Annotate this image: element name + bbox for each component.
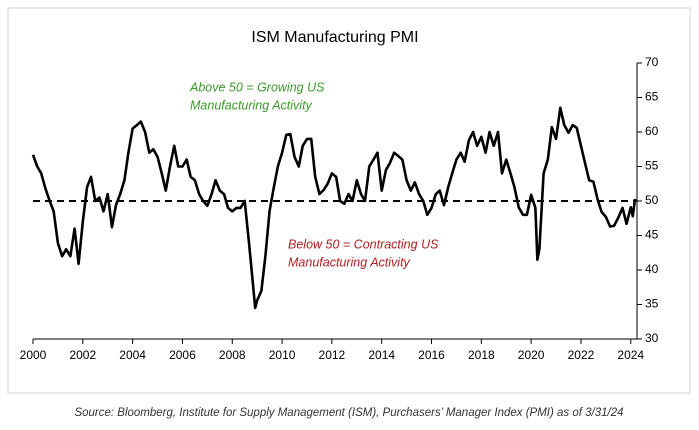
x-tick-label: 2002 xyxy=(69,348,96,362)
x-tick-label: 2008 xyxy=(219,348,246,362)
y-tick-label: 40 xyxy=(645,262,659,276)
x-tick-label: 2018 xyxy=(468,348,495,362)
x-tick-label: 2004 xyxy=(119,348,146,362)
source-note: Source: Bloomberg, Institute for Supply … xyxy=(74,407,623,419)
y-tick-label: 60 xyxy=(645,124,659,138)
x-tick-label: 2022 xyxy=(568,348,595,362)
y-tick-label: 70 xyxy=(645,55,659,69)
chart-title: ISM Manufacturing PMI xyxy=(251,29,418,46)
chart-frame xyxy=(7,7,691,394)
y-tick-label: 50 xyxy=(645,193,659,207)
y-tick-label: 30 xyxy=(645,331,659,345)
x-tick-label: 2010 xyxy=(269,348,296,362)
annotation: Manufacturing Activity xyxy=(190,98,313,112)
y-tick-label: 35 xyxy=(645,297,659,311)
x-tick-label: 2000 xyxy=(20,348,47,362)
x-tick-label: 2016 xyxy=(418,348,445,362)
x-tick-label: 2012 xyxy=(319,348,346,362)
y-tick-label: 45 xyxy=(645,228,659,242)
annotation: Manufacturing Activity xyxy=(288,255,411,269)
x-tick-label: 2014 xyxy=(368,348,395,362)
x-tick-label: 2020 xyxy=(518,348,545,362)
y-tick-label: 65 xyxy=(645,90,659,104)
y-tick-label: 55 xyxy=(645,159,659,173)
pmi-line xyxy=(31,106,637,310)
x-tick-label: 2006 xyxy=(169,348,196,362)
annotation: Below 50 = Contracting US xyxy=(288,237,439,251)
x-tick-label: 2024 xyxy=(617,348,644,362)
annotation: Above 50 = Growing US xyxy=(189,80,325,94)
